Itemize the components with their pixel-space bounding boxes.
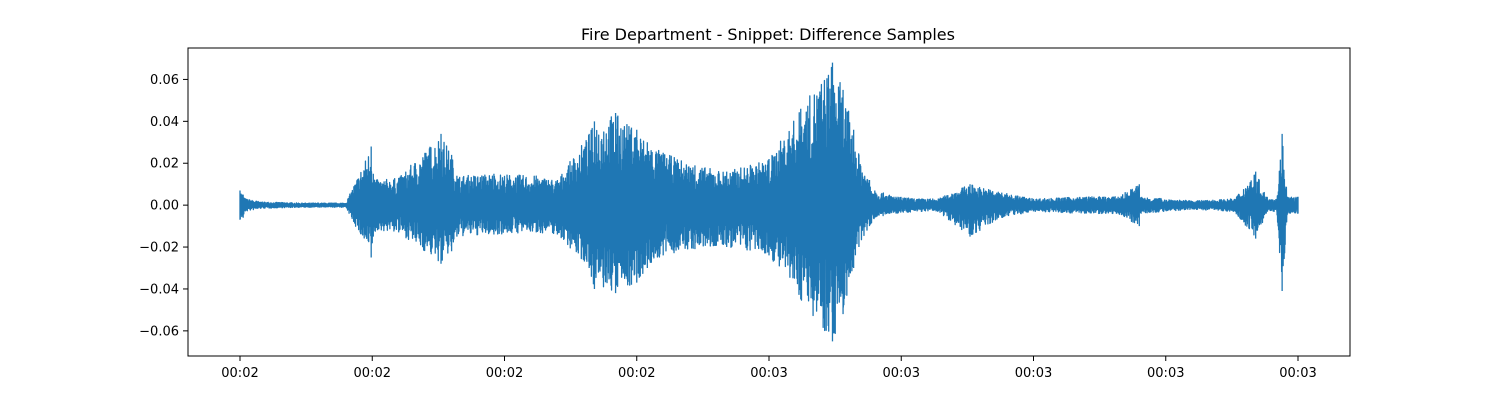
x-tick-label: 00:03 [1279, 366, 1316, 381]
x-tick-label: 00:02 [354, 366, 391, 381]
x-axis: 00:02 00:02 00:02 00:02 00:03 00:03 00:03 00:03… [221, 356, 1317, 381]
y-tick-label: −0.02 [139, 241, 179, 256]
chart-title: Fire Department - Snippet: Difference Sa… [581, 25, 955, 44]
x-tick-label: 00:03 [883, 366, 920, 381]
plot-area [239, 62, 1299, 342]
y-tick-label: 0.00 [150, 199, 179, 214]
x-tick-label: 00:03 [1147, 366, 1184, 381]
x-tick-label: 00:02 [221, 366, 258, 381]
x-tick-label: 00:02 [618, 366, 655, 381]
y-tick-label: −0.06 [139, 324, 179, 339]
x-tick-label: 00:02 [486, 366, 523, 381]
y-tick-label: 0.02 [150, 157, 179, 172]
x-tick-label: 00:03 [1015, 366, 1052, 381]
y-axis: −0.06 −0.04 −0.02 0.00 0.02 0.04 0.06 [139, 73, 188, 339]
y-tick-label: −0.04 [139, 282, 179, 297]
waveform-series-line [239, 62, 1299, 342]
y-tick-label: 0.04 [150, 115, 179, 130]
y-tick-label: 0.06 [150, 73, 179, 88]
x-tick-label: 00:03 [750, 366, 787, 381]
